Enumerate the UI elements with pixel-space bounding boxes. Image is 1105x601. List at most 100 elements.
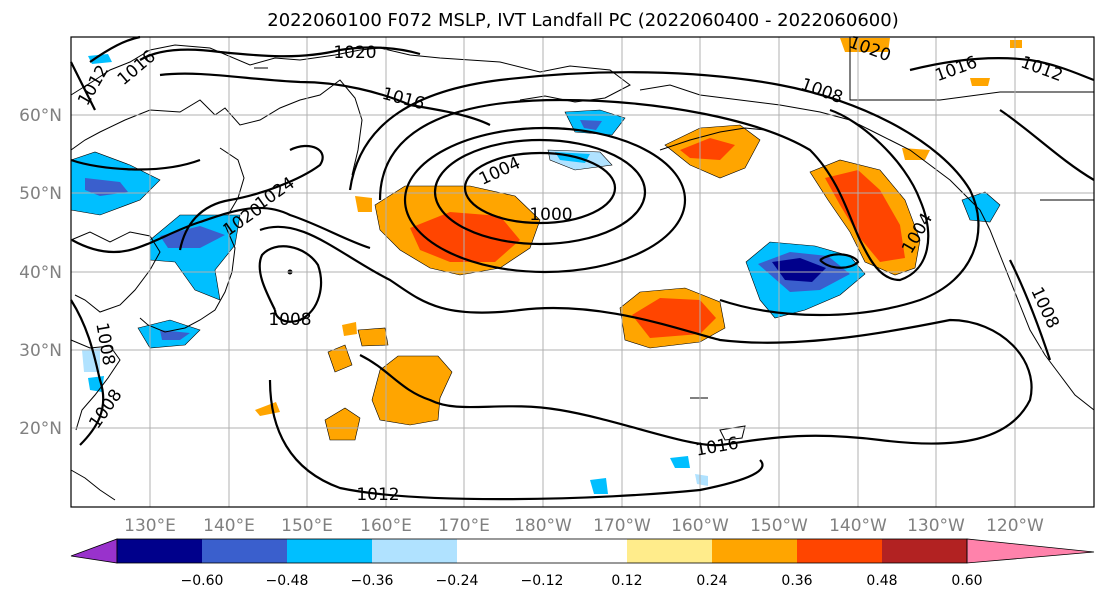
- ivt-negative-core: [160, 330, 190, 340]
- ivt-negative-core: [580, 120, 602, 130]
- latitude-axis: 60°N 50°N 40°N 30°N 20°N: [19, 106, 62, 439]
- isobar: [268, 379, 764, 501]
- coastline: [139, 224, 236, 333]
- ivt-negative-region: [670, 456, 690, 468]
- colorbar-outline: [116, 538, 968, 564]
- colorbar-segment: [202, 539, 287, 563]
- isobar-label: 1012: [356, 485, 399, 505]
- isobar: [139, 46, 421, 61]
- longitude-axis: 130°E 140°E 150°E 160°E 170°E 180°W 170°…: [124, 516, 1044, 536]
- isobar: [348, 71, 980, 317]
- lon-label: 160°E: [360, 516, 412, 536]
- colorbar-segment: [372, 539, 457, 563]
- colorbar-extend-max: [966, 538, 1095, 564]
- coastline: [70, 79, 363, 176]
- ivt-positive-core: [410, 212, 520, 262]
- colorbar-segment: [797, 539, 882, 563]
- colorbar-tick-label: 0.60: [951, 573, 982, 589]
- lon-label: 120°W: [986, 516, 1044, 536]
- coastline: [659, 127, 766, 151]
- isobar: [89, 35, 141, 63]
- ivt-positive-region: [355, 196, 372, 212]
- isobar: [70, 61, 96, 111]
- lon-label: 140°W: [829, 516, 887, 536]
- lon-label: 160°W: [671, 516, 729, 536]
- lat-label: 20°N: [19, 419, 62, 439]
- ivt-positive-core: [632, 298, 716, 338]
- coastline: [219, 147, 245, 216]
- isobar: [71, 206, 371, 254]
- isobar: [159, 72, 491, 126]
- isobar: [258, 245, 322, 323]
- gridlines: [71, 37, 1094, 507]
- lon-label: 170°E: [438, 516, 490, 536]
- colorbar: −0.60 −0.48 −0.36 −0.24 −0.12 0.12 0.24 …: [70, 538, 1095, 589]
- isobar: [1009, 259, 1052, 361]
- ivt-positive-region: [342, 322, 357, 336]
- map-panel: 1012 1016 1020 1016 1008 1004 1000 1024 …: [70, 33, 1095, 508]
- coastline: [70, 469, 116, 501]
- ivt-negative-region: [695, 474, 708, 486]
- colorbar-segment: [287, 539, 372, 563]
- lon-label: 130°E: [124, 516, 176, 536]
- isobar-label: 1000: [529, 205, 572, 225]
- lon-label: 140°E: [203, 516, 255, 536]
- isobar-label: 1008: [268, 310, 311, 330]
- ivt-negative-core: [85, 178, 128, 196]
- coastline: [70, 339, 121, 431]
- lat-label: 50°N: [19, 184, 62, 204]
- isobar: [909, 56, 1095, 82]
- colorbar-tick-label: −0.12: [521, 573, 564, 589]
- colorbar-tick-label: −0.60: [181, 573, 224, 589]
- isobar: [999, 109, 1095, 181]
- colorbar-tick-label: −0.24: [436, 573, 479, 589]
- ivt-positive-region: [1010, 40, 1022, 48]
- mslp-isobars: [70, 35, 1095, 501]
- lat-label: 60°N: [19, 106, 62, 126]
- isobar: [403, 126, 687, 274]
- colorbar-segment: [457, 539, 542, 563]
- ivt-positive-region: [324, 407, 361, 441]
- lat-label: 30°N: [19, 341, 62, 361]
- lon-label: 170°W: [593, 516, 651, 536]
- isobar: [378, 98, 930, 282]
- colorbar-tick-label: 0.36: [781, 573, 812, 589]
- border: [849, 37, 1094, 101]
- lon-label: 150°E: [281, 516, 333, 536]
- colorbar-tick-label: 0.12: [611, 573, 642, 589]
- lon-label: 150°W: [750, 516, 808, 536]
- ivt-negative-region: [88, 54, 112, 64]
- ivt-positive-region: [357, 327, 389, 347]
- ivt-positive-core: [680, 138, 735, 160]
- colorbar-tick-label: −0.36: [351, 573, 394, 589]
- lon-label: 130°W: [907, 516, 965, 536]
- ivt-negative-region: [82, 348, 100, 372]
- ivt-positive-region: [970, 78, 990, 86]
- island: [719, 425, 746, 441]
- isobar: [70, 299, 105, 446]
- colorbar-tick-label: −0.48: [266, 573, 309, 589]
- coastline: [639, 84, 1095, 411]
- colorbar-segment: [712, 539, 797, 563]
- ivt-negative-region: [590, 478, 608, 494]
- isobar: [819, 253, 860, 269]
- colorbar-segment: [117, 539, 202, 563]
- colorbar-segment: [627, 539, 712, 563]
- ivt-positive-region: [327, 344, 353, 373]
- figure-title: 2022060100 F072 MSLP, IVT Landfall PC (2…: [267, 10, 898, 31]
- ivt-negative-core: [772, 258, 826, 282]
- coastline: [70, 231, 161, 313]
- lat-label: 40°N: [19, 263, 62, 283]
- colorbar-segment: [882, 539, 967, 563]
- colorbar-tick-label: 0.48: [866, 573, 897, 589]
- colorbar-extend-min: [70, 538, 118, 564]
- isobar: [259, 225, 1033, 447]
- isobar: [463, 151, 617, 225]
- isobar: [433, 138, 647, 246]
- ivt-negative-core: [160, 226, 225, 248]
- isobar: [70, 158, 201, 171]
- ivt-positive-region: [840, 38, 890, 52]
- lon-label: 180°W: [514, 516, 572, 536]
